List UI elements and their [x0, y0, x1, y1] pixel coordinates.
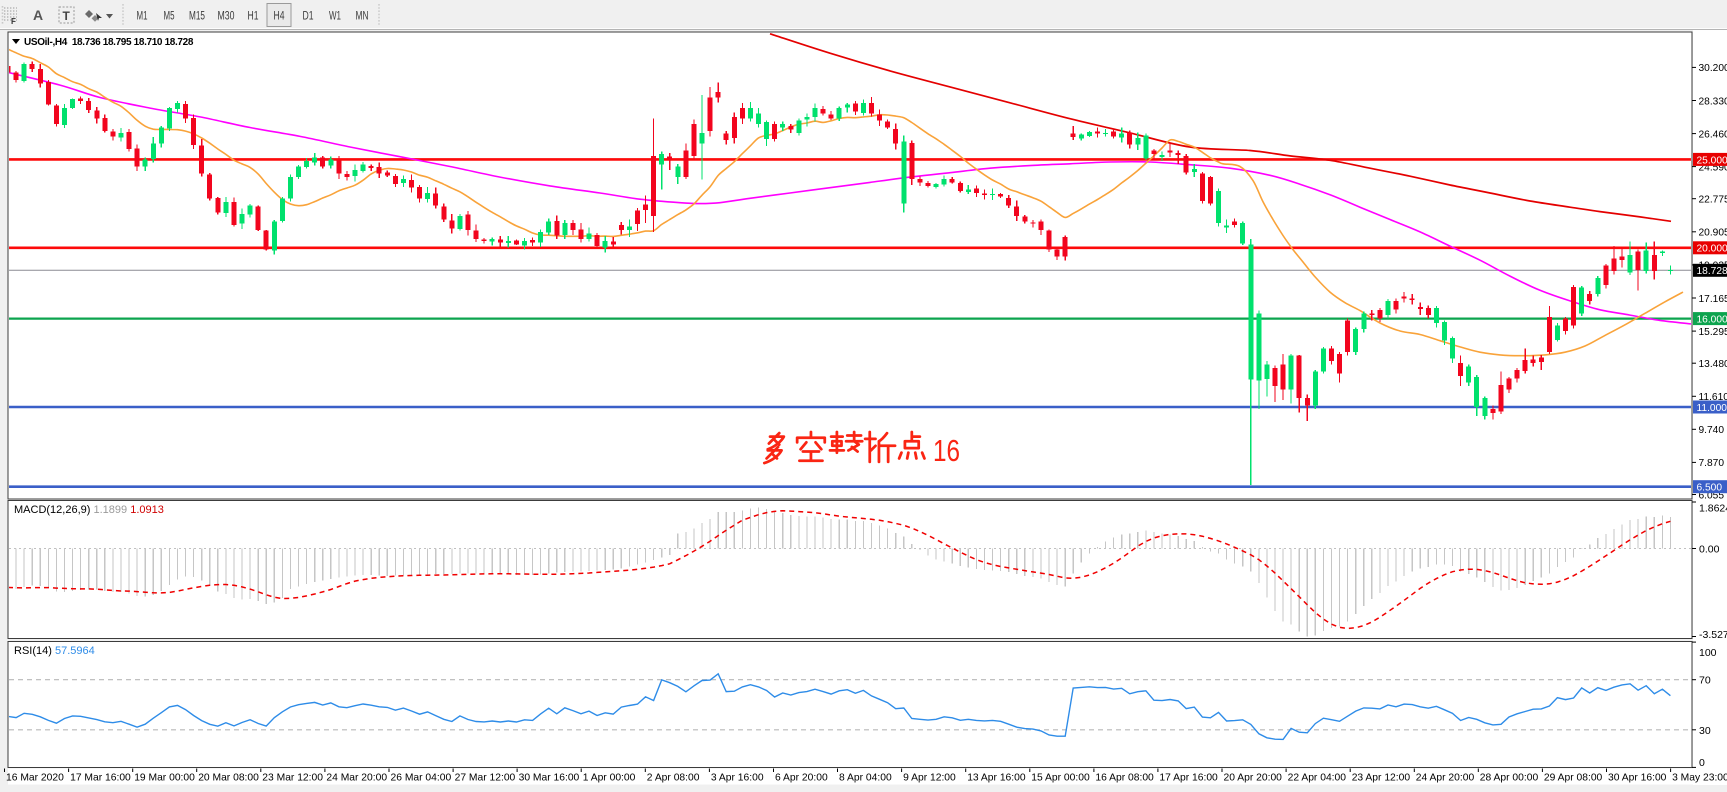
svg-text:28.330: 28.330 [1699, 96, 1727, 107]
svg-text:2 Apr 08:00: 2 Apr 08:00 [647, 773, 700, 784]
svg-text:11.610: 11.610 [1699, 392, 1727, 403]
svg-text:9.740: 9.740 [1699, 425, 1725, 436]
svg-text:17 Apr 16:00: 17 Apr 16:00 [1159, 773, 1218, 784]
svg-text:24 Apr 20:00: 24 Apr 20:00 [1416, 773, 1475, 784]
svg-text:6.500: 6.500 [1697, 483, 1723, 494]
svg-text:30 Apr 16:00: 30 Apr 16:00 [1608, 773, 1667, 784]
svg-text:25.000: 25.000 [1697, 155, 1727, 166]
svg-text:22 Apr 04:00: 22 Apr 04:00 [1288, 773, 1347, 784]
svg-text:M1: M1 [137, 11, 148, 23]
svg-text:T: T [63, 9, 71, 23]
svg-text:16 Mar 2020: 16 Mar 2020 [6, 773, 64, 784]
svg-text:27 Mar 12:00: 27 Mar 12:00 [455, 773, 516, 784]
svg-text:M5: M5 [164, 11, 175, 23]
svg-text:1 Apr 00:00: 1 Apr 00:00 [583, 773, 636, 784]
svg-text:17.165: 17.165 [1699, 294, 1727, 305]
svg-text:23 Mar 12:00: 23 Mar 12:00 [262, 773, 323, 784]
svg-text:15 Apr 00:00: 15 Apr 00:00 [1031, 773, 1090, 784]
svg-text:13 Apr 16:00: 13 Apr 16:00 [967, 773, 1026, 784]
svg-text:16.000: 16.000 [1697, 315, 1727, 326]
svg-text:MN: MN [356, 11, 369, 23]
svg-text:24 Mar 20:00: 24 Mar 20:00 [326, 773, 387, 784]
svg-text:MACD(12,26,9) 1.1899 1.0913: MACD(12,26,9) 1.1899 1.0913 [14, 504, 164, 516]
svg-text:W1: W1 [329, 11, 341, 23]
svg-text:13.480: 13.480 [1699, 359, 1727, 370]
svg-text:A: A [33, 7, 43, 23]
svg-text:H4: H4 [274, 11, 285, 23]
svg-text:16: 16 [933, 433, 960, 468]
svg-text:F: F [11, 17, 16, 26]
svg-text:100: 100 [1699, 647, 1717, 659]
svg-text:30.200: 30.200 [1699, 63, 1727, 74]
svg-text:28 Apr 00:00: 28 Apr 00:00 [1480, 773, 1539, 784]
svg-text:-3.5273: -3.5273 [1699, 629, 1727, 641]
svg-text:RSI(14) 57.5964: RSI(14) 57.5964 [14, 645, 95, 657]
svg-text:29 Apr 08:00: 29 Apr 08:00 [1544, 773, 1603, 784]
svg-text:24.590: 24.590 [1699, 162, 1727, 173]
svg-text:15.295: 15.295 [1699, 327, 1727, 338]
svg-text:M30: M30 [218, 11, 235, 23]
svg-text:USOil-,H4 18.736 18.795 18.71: USOil-,H4 18.736 18.795 18.710 18.728 [24, 37, 194, 48]
svg-text:16 Apr 08:00: 16 Apr 08:00 [1095, 773, 1154, 784]
svg-text:1.8624: 1.8624 [1699, 503, 1727, 515]
svg-text:6 Apr 20:00: 6 Apr 20:00 [775, 773, 828, 784]
svg-text:18.728: 18.728 [1697, 266, 1727, 277]
svg-text:30: 30 [1699, 725, 1711, 737]
svg-text:17 Mar 16:00: 17 Mar 16:00 [70, 773, 131, 784]
svg-text:8 Apr 04:00: 8 Apr 04:00 [839, 773, 892, 784]
svg-text:3 May 23:00: 3 May 23:00 [1672, 773, 1727, 784]
svg-text:19 Mar 00:00: 19 Mar 00:00 [134, 773, 195, 784]
svg-text:D1: D1 [303, 11, 314, 23]
svg-text:M15: M15 [189, 11, 205, 23]
svg-text:0: 0 [1699, 757, 1705, 769]
svg-text:9 Apr 12:00: 9 Apr 12:00 [903, 773, 956, 784]
svg-text:20.000: 20.000 [1697, 244, 1727, 255]
svg-text:3 Apr 16:00: 3 Apr 16:00 [711, 773, 764, 784]
svg-text:20.905: 20.905 [1699, 228, 1727, 239]
svg-text:23 Apr 12:00: 23 Apr 12:00 [1352, 773, 1411, 784]
svg-text:7.870: 7.870 [1699, 458, 1725, 469]
svg-text:H1: H1 [248, 11, 259, 23]
svg-text:26 Mar 04:00: 26 Mar 04:00 [391, 773, 452, 784]
svg-text:20 Apr 20:00: 20 Apr 20:00 [1224, 773, 1283, 784]
svg-text:11.000: 11.000 [1697, 403, 1727, 414]
svg-text:30 Mar 16:00: 30 Mar 16:00 [519, 773, 580, 784]
svg-text:22.775: 22.775 [1699, 195, 1727, 206]
svg-text:20 Mar 08:00: 20 Mar 08:00 [198, 773, 259, 784]
svg-text:70: 70 [1699, 675, 1711, 687]
svg-text:0.00: 0.00 [1699, 544, 1720, 556]
svg-text:6.055: 6.055 [1699, 490, 1725, 501]
svg-text:26.460: 26.460 [1699, 129, 1727, 140]
